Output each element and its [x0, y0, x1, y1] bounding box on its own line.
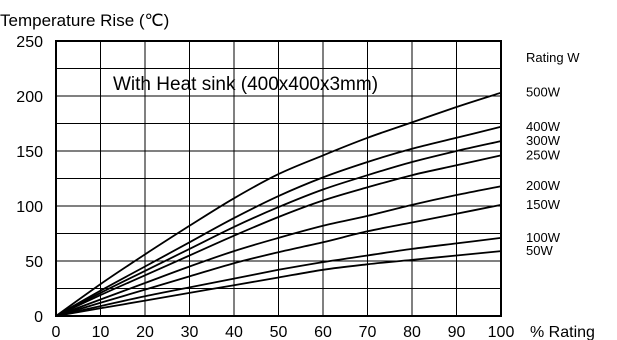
- legend-title: Rating W: [526, 50, 580, 65]
- y-tick-label: 100: [16, 199, 43, 216]
- series-line-250w: [55, 154, 502, 317]
- plot-frame: [55, 40, 502, 317]
- x-tick-label: 100: [488, 324, 515, 340]
- y-tick-label: 0: [34, 309, 43, 326]
- series-label-150w: 150W: [526, 197, 561, 212]
- series-label-500w: 500W: [526, 85, 561, 100]
- x-tick-label: 0: [52, 324, 61, 340]
- y-tick-label: 150: [16, 144, 43, 161]
- x-tick-label: 10: [92, 324, 110, 340]
- x-tick-label: 80: [403, 324, 421, 340]
- series-label-250w: 250W: [526, 147, 561, 162]
- series-lines: [55, 91, 502, 317]
- series-line-300w: [55, 140, 502, 317]
- series-label-100w: 100W: [526, 230, 561, 245]
- series-line-150w: [55, 204, 502, 317]
- x-tick-label: 90: [448, 324, 466, 340]
- series-label-200w: 200W: [526, 178, 561, 193]
- series-line-50w: [55, 250, 502, 317]
- series-label-300w: 300W: [526, 133, 561, 148]
- series-line-400w: [55, 125, 502, 317]
- y-tick-label: 250: [16, 34, 43, 51]
- y-tick-label: 50: [25, 254, 43, 271]
- series-label-400w: 400W: [526, 119, 561, 134]
- x-tick-label: 60: [314, 324, 332, 340]
- series-line-200w: [55, 185, 502, 317]
- x-tick-label: 30: [181, 324, 199, 340]
- series-line-500w: [55, 91, 502, 317]
- y-axis-label: Temperature Rise (℃): [0, 11, 169, 30]
- x-tick-label: 20: [136, 324, 154, 340]
- y-tick-label: 200: [16, 89, 43, 106]
- series-line-100w: [55, 237, 502, 317]
- series-label-50w: 50W: [526, 243, 553, 258]
- x-tick-label: 40: [225, 324, 243, 340]
- x-tick-label: 50: [270, 324, 288, 340]
- heat-sink-annotation: With Heat sink (400x400x3mm): [113, 74, 378, 95]
- x-axis-label: % Rating: [530, 324, 595, 340]
- grid: [56, 41, 501, 316]
- x-tick-labels: 0 10 20 30 40 50 60 70 80 90 100: [52, 324, 515, 340]
- y-tick-labels: 0 50 100 150 200 250: [16, 34, 43, 326]
- x-tick-label: 70: [359, 324, 377, 340]
